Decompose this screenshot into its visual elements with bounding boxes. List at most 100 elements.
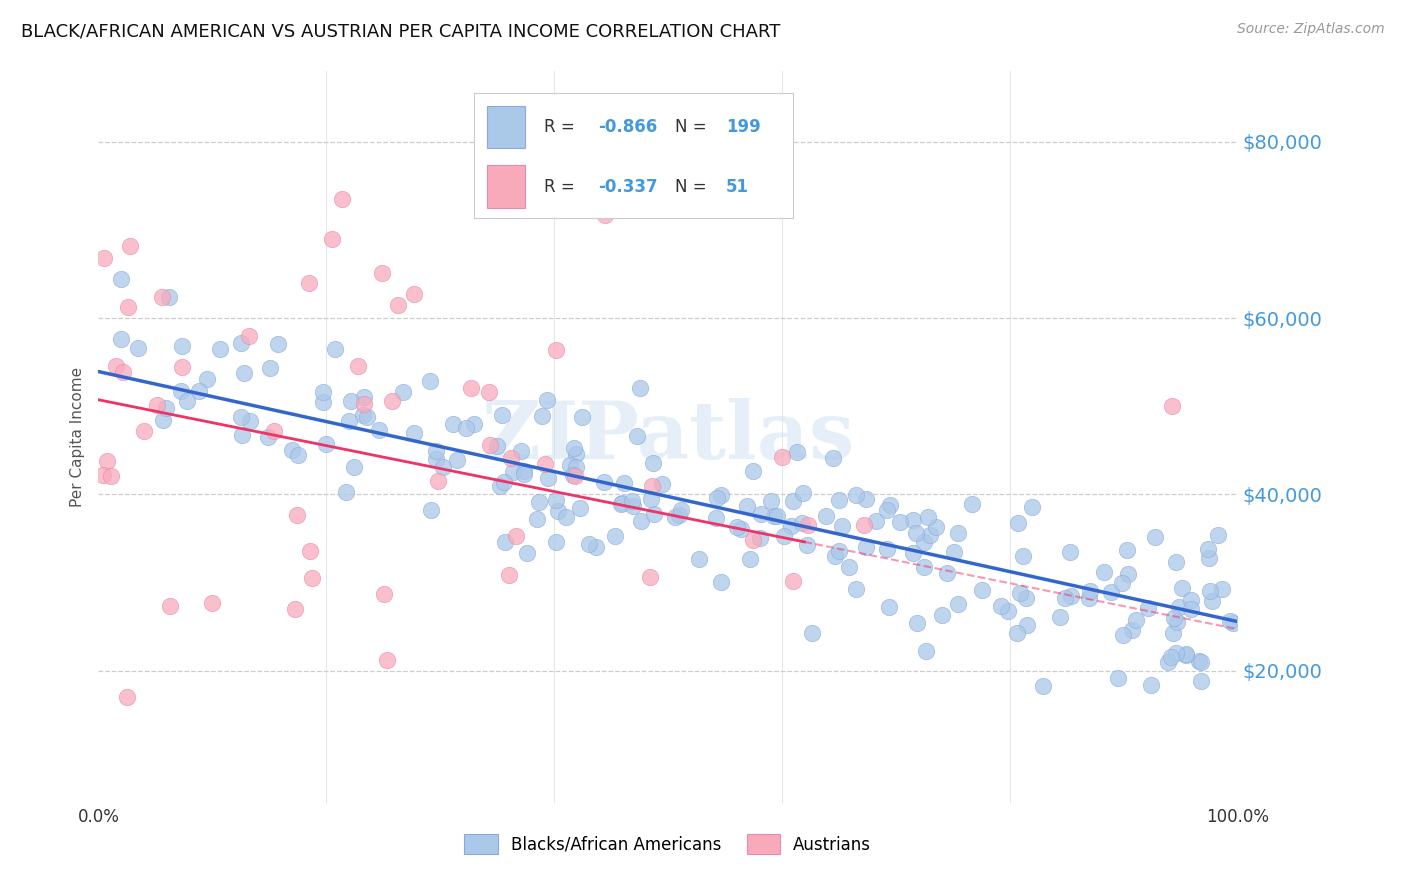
Point: [565, 447, 588, 461]
Point: [706, 491, 728, 505]
Point: [170, 339, 193, 353]
Point: [495, 534, 517, 549]
Point: [558, 458, 581, 472]
Point: [404, 286, 426, 301]
Point: [651, 477, 673, 491]
Point: [373, 586, 395, 600]
Point: [613, 475, 636, 490]
Point: [1015, 617, 1038, 632]
Point: [710, 575, 733, 590]
Point: [815, 508, 838, 523]
Point: [537, 471, 560, 485]
Point: [526, 512, 548, 526]
Point: [170, 359, 193, 374]
Point: [780, 518, 803, 533]
Point: [730, 522, 752, 536]
Point: [1049, 609, 1071, 624]
Point: [353, 397, 375, 411]
Point: [668, 508, 690, 523]
Point: [263, 425, 285, 439]
Point: [568, 501, 591, 516]
Point: [505, 529, 527, 543]
Point: [1143, 530, 1166, 544]
Point: [554, 510, 576, 524]
Point: [797, 518, 820, 533]
Point: [735, 499, 758, 513]
Point: [946, 525, 969, 540]
Point: [628, 381, 651, 395]
Point: [741, 533, 763, 548]
Point: [529, 495, 551, 509]
Point: [534, 457, 557, 471]
Point: [1116, 567, 1139, 582]
Point: [765, 509, 787, 524]
Point: [259, 360, 281, 375]
Point: [1010, 586, 1032, 600]
Point: [513, 467, 536, 482]
Point: [742, 464, 765, 478]
Point: [917, 510, 939, 524]
Point: [96, 454, 118, 468]
Point: [501, 451, 523, 466]
Point: [232, 367, 254, 381]
Point: [1189, 673, 1212, 688]
Point: [1015, 591, 1038, 605]
Point: [419, 503, 441, 517]
Point: [889, 516, 911, 530]
Point: [544, 535, 567, 549]
Point: [485, 439, 508, 453]
Point: [1198, 584, 1220, 599]
Point: [479, 438, 502, 452]
Point: [706, 511, 728, 525]
Point: [312, 394, 335, 409]
Point: [876, 503, 898, 517]
Point: [578, 537, 600, 551]
Point: [565, 459, 588, 474]
Point: [630, 514, 652, 528]
Point: [491, 408, 513, 422]
Point: [1077, 591, 1099, 605]
Point: [603, 529, 626, 543]
Point: [1007, 516, 1029, 530]
Point: [1164, 555, 1187, 569]
Point: [782, 574, 804, 588]
Point: [915, 644, 938, 658]
Point: [828, 492, 851, 507]
Point: [498, 568, 520, 582]
Point: [1175, 648, 1198, 662]
Point: [343, 460, 366, 475]
Point: [1161, 626, 1184, 640]
Point: [960, 497, 983, 511]
Point: [845, 582, 868, 597]
Point: [419, 374, 441, 388]
Point: [100, 469, 122, 483]
Point: [93, 252, 115, 266]
Point: [1167, 599, 1189, 614]
Point: [1222, 615, 1244, 630]
Point: [907, 615, 929, 630]
Point: [315, 437, 337, 451]
Point: [330, 192, 353, 206]
Point: [463, 417, 485, 432]
Point: [1201, 594, 1223, 608]
Point: [796, 538, 818, 552]
Point: [901, 513, 924, 527]
Point: [1099, 585, 1122, 599]
Point: [298, 543, 321, 558]
Point: [381, 393, 404, 408]
Legend: Blacks/African Americans, Austrians: Blacks/African Americans, Austrians: [458, 828, 877, 860]
Point: [188, 384, 211, 399]
Point: [117, 300, 139, 314]
Point: [281, 442, 304, 457]
Point: [1092, 566, 1115, 580]
Point: [710, 488, 733, 502]
Point: [865, 514, 887, 528]
Point: [489, 479, 512, 493]
Point: [1125, 613, 1147, 627]
Point: [561, 468, 583, 483]
Point: [176, 393, 198, 408]
Point: [786, 444, 808, 458]
Point: [110, 333, 132, 347]
Point: [762, 508, 785, 523]
Point: [912, 559, 935, 574]
